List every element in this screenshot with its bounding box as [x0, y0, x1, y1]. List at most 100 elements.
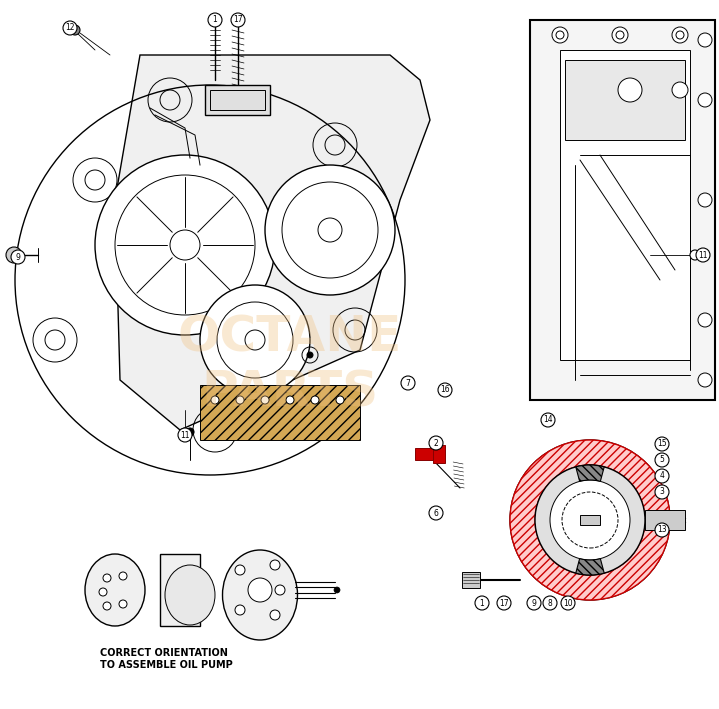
- Circle shape: [429, 436, 443, 450]
- Circle shape: [307, 352, 313, 358]
- Wedge shape: [576, 465, 604, 481]
- Circle shape: [543, 596, 557, 610]
- Circle shape: [119, 600, 127, 608]
- Text: 9: 9: [16, 252, 20, 262]
- Circle shape: [103, 602, 111, 610]
- Wedge shape: [576, 559, 604, 575]
- Circle shape: [270, 610, 280, 620]
- Circle shape: [178, 428, 192, 442]
- Circle shape: [270, 560, 280, 570]
- Text: 16: 16: [440, 386, 450, 394]
- Bar: [160, 554, 200, 626]
- Text: OCTANE
PARTS: OCTANE PARTS: [178, 313, 402, 417]
- Bar: [580, 515, 600, 525]
- Bar: [205, 85, 270, 115]
- Circle shape: [265, 165, 395, 295]
- Text: 7: 7: [406, 379, 411, 388]
- Circle shape: [11, 250, 25, 264]
- Circle shape: [211, 396, 219, 404]
- Circle shape: [95, 155, 275, 335]
- Text: 14: 14: [543, 415, 553, 425]
- Circle shape: [698, 193, 712, 207]
- Circle shape: [655, 485, 669, 499]
- Circle shape: [429, 506, 443, 520]
- Text: 8: 8: [548, 598, 552, 608]
- Circle shape: [698, 33, 712, 47]
- Circle shape: [527, 596, 541, 610]
- Ellipse shape: [85, 554, 145, 626]
- Circle shape: [618, 78, 642, 102]
- Circle shape: [231, 13, 245, 27]
- Circle shape: [690, 250, 700, 260]
- Circle shape: [311, 396, 319, 404]
- Text: 1: 1: [213, 16, 217, 25]
- Circle shape: [235, 605, 245, 615]
- Text: 11: 11: [698, 250, 707, 259]
- Circle shape: [236, 396, 244, 404]
- Circle shape: [6, 247, 22, 263]
- Circle shape: [672, 27, 688, 43]
- Ellipse shape: [165, 565, 215, 625]
- Circle shape: [698, 373, 712, 387]
- Circle shape: [698, 313, 712, 327]
- Circle shape: [208, 13, 222, 27]
- Circle shape: [541, 413, 555, 427]
- Text: 12: 12: [65, 23, 75, 33]
- Bar: [645, 510, 685, 530]
- Circle shape: [561, 596, 575, 610]
- Circle shape: [336, 396, 344, 404]
- Circle shape: [70, 25, 80, 35]
- Circle shape: [438, 383, 452, 397]
- Bar: [200, 385, 360, 440]
- Wedge shape: [510, 440, 670, 600]
- Circle shape: [510, 440, 670, 600]
- Text: 10: 10: [563, 598, 573, 608]
- Bar: [210, 90, 265, 110]
- Circle shape: [696, 248, 710, 262]
- Circle shape: [612, 27, 628, 43]
- Circle shape: [99, 588, 107, 596]
- Circle shape: [286, 396, 294, 404]
- Circle shape: [63, 21, 77, 35]
- Text: 2: 2: [434, 438, 439, 447]
- Circle shape: [655, 453, 669, 467]
- Bar: [462, 572, 480, 588]
- Text: CORRECT ORIENTATION
TO ASSEMBLE OIL PUMP: CORRECT ORIENTATION TO ASSEMBLE OIL PUMP: [100, 648, 233, 669]
- Bar: [565, 60, 685, 140]
- Circle shape: [550, 480, 630, 560]
- Text: 4: 4: [659, 471, 664, 481]
- Circle shape: [248, 578, 272, 602]
- Ellipse shape: [222, 550, 298, 640]
- Circle shape: [698, 93, 712, 107]
- Text: 3: 3: [659, 488, 664, 496]
- Circle shape: [334, 587, 340, 593]
- Text: 13: 13: [657, 525, 667, 535]
- Circle shape: [535, 465, 645, 575]
- Circle shape: [401, 376, 415, 390]
- Circle shape: [497, 596, 511, 610]
- Circle shape: [103, 574, 111, 582]
- Circle shape: [552, 27, 568, 43]
- Text: 15: 15: [657, 440, 667, 449]
- Circle shape: [119, 572, 127, 580]
- Text: 5: 5: [659, 455, 664, 464]
- Circle shape: [210, 15, 220, 25]
- Circle shape: [672, 82, 688, 98]
- Bar: [530, 20, 715, 400]
- Text: 9: 9: [531, 598, 536, 608]
- Circle shape: [186, 428, 194, 436]
- Circle shape: [475, 596, 489, 610]
- Text: 17: 17: [233, 16, 243, 25]
- Circle shape: [275, 585, 285, 595]
- Circle shape: [562, 492, 618, 548]
- Circle shape: [233, 15, 243, 25]
- Bar: [415, 448, 433, 460]
- Text: 1: 1: [480, 598, 485, 608]
- Circle shape: [655, 437, 669, 451]
- Text: 6: 6: [434, 508, 439, 518]
- Bar: [560, 50, 690, 360]
- Bar: [433, 445, 445, 463]
- Circle shape: [655, 469, 669, 483]
- Circle shape: [655, 523, 669, 537]
- Text: 17: 17: [499, 598, 509, 608]
